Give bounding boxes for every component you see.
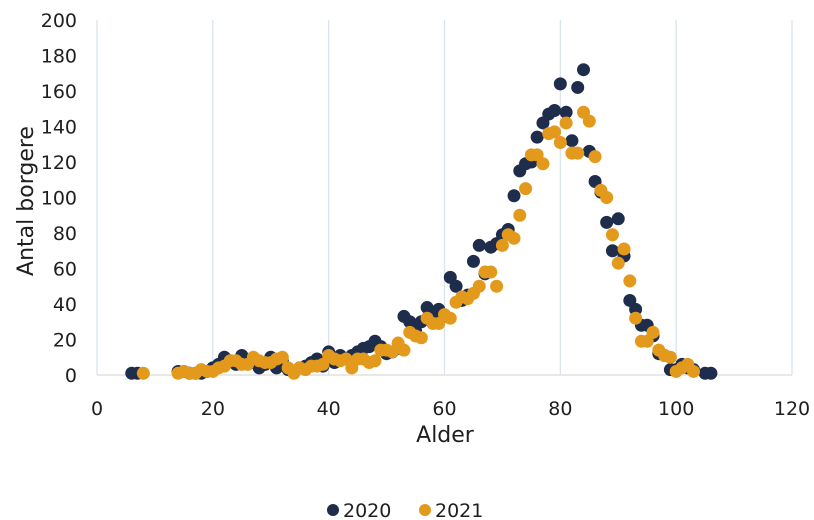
data-point-2021 bbox=[617, 242, 631, 256]
data-point-2020 bbox=[605, 244, 619, 258]
data-point-2020 bbox=[466, 254, 480, 268]
data-point-2021 bbox=[414, 331, 428, 345]
data-point-2021 bbox=[559, 116, 573, 130]
data-point-2021 bbox=[368, 354, 382, 368]
data-point-2021 bbox=[629, 311, 643, 325]
y-tick-label: 80 bbox=[53, 223, 77, 245]
x-tick-label: 120 bbox=[774, 398, 810, 420]
data-point-2021 bbox=[136, 366, 150, 380]
y-tick-label: 0 bbox=[65, 365, 77, 387]
y-tick-label: 120 bbox=[41, 152, 77, 174]
data-point-2021 bbox=[605, 228, 619, 242]
data-point-2021 bbox=[513, 208, 527, 222]
data-point-2020 bbox=[507, 189, 521, 203]
y-tick-label: 60 bbox=[53, 259, 77, 281]
data-point-2020 bbox=[611, 212, 625, 226]
y-axis-title: Antal borgere bbox=[14, 126, 39, 276]
x-tick-label: 80 bbox=[548, 398, 572, 420]
legend-label-2021: 2021 bbox=[435, 500, 483, 520]
x-tick-labels: 0 20 40 60 80 100 120 bbox=[91, 398, 810, 420]
data-point-2020 bbox=[530, 130, 544, 144]
data-point-2021 bbox=[536, 157, 550, 171]
data-point-2020 bbox=[553, 77, 567, 91]
y-tick-label: 160 bbox=[41, 81, 77, 103]
x-tick-label: 100 bbox=[658, 398, 694, 420]
data-point-2021 bbox=[275, 350, 289, 364]
y-tick-label: 140 bbox=[41, 117, 77, 139]
data-point-2021 bbox=[507, 231, 521, 245]
data-points bbox=[125, 63, 718, 380]
x-tick-label: 60 bbox=[432, 398, 456, 420]
data-point-2020 bbox=[704, 366, 718, 380]
legend-marker-2020 bbox=[327, 504, 339, 516]
data-point-2021 bbox=[553, 135, 567, 149]
data-point-2021 bbox=[571, 146, 585, 160]
data-point-2021 bbox=[600, 191, 614, 204]
y-tick-label: 20 bbox=[53, 330, 77, 352]
data-point-2020 bbox=[559, 105, 573, 119]
y-tick-label: 100 bbox=[41, 188, 77, 210]
legend-marker-2021 bbox=[419, 504, 431, 516]
data-point-2021 bbox=[663, 350, 677, 364]
x-tick-label: 40 bbox=[317, 398, 341, 420]
data-point-2021 bbox=[646, 325, 660, 339]
data-point-2021 bbox=[490, 279, 504, 293]
data-point-2021 bbox=[588, 150, 602, 164]
data-point-2021 bbox=[484, 265, 498, 279]
x-tick-label: 0 bbox=[91, 398, 103, 420]
x-axis-title: Alder bbox=[416, 423, 475, 448]
legend[interactable]: 2020 2021 bbox=[327, 500, 483, 520]
data-point-2020 bbox=[472, 238, 486, 252]
data-point-2021 bbox=[472, 279, 486, 293]
data-point-2021 bbox=[397, 343, 411, 357]
data-point-2020 bbox=[571, 80, 585, 94]
data-point-2020 bbox=[548, 104, 562, 118]
data-point-2021 bbox=[443, 311, 457, 325]
data-point-2020 bbox=[600, 215, 614, 229]
y-tick-label: 40 bbox=[53, 294, 77, 316]
y-tick-label: 200 bbox=[41, 10, 77, 32]
series-2021 bbox=[136, 105, 701, 380]
y-tick-labels: 0 20 40 60 80 100 120 140 160 180 200 bbox=[41, 10, 77, 387]
data-point-2021 bbox=[687, 364, 701, 378]
data-point-2021 bbox=[623, 274, 637, 288]
data-point-2021 bbox=[495, 238, 509, 252]
data-point-2021 bbox=[548, 125, 562, 139]
x-tick-label: 20 bbox=[201, 398, 225, 420]
legend-label-2020: 2020 bbox=[343, 500, 391, 520]
data-point-2020 bbox=[565, 134, 579, 148]
data-point-2020 bbox=[577, 63, 590, 77]
data-point-2021 bbox=[519, 182, 533, 196]
data-point-2021 bbox=[582, 114, 596, 128]
y-tick-label: 180 bbox=[41, 46, 77, 68]
data-point-2020 bbox=[449, 279, 463, 293]
data-point-2021 bbox=[611, 256, 625, 270]
